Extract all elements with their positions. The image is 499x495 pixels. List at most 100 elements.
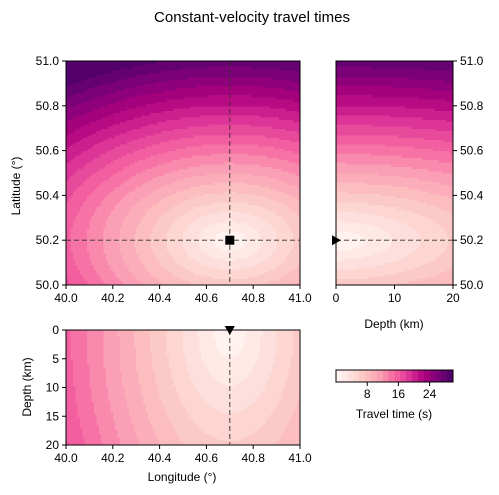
heatmap-cell <box>180 269 184 273</box>
heatmap-cell <box>117 143 121 147</box>
heatmap-cell <box>103 81 107 84</box>
heatmap-cell <box>138 72 142 76</box>
heatmap-cell <box>77 103 81 107</box>
heatmap-cell <box>145 121 149 125</box>
heatmap-cell <box>161 184 165 188</box>
heatmap-cell <box>140 271 144 275</box>
heatmap-cell <box>98 184 102 188</box>
heatmap-cell <box>131 117 135 120</box>
heatmap-cell <box>175 139 179 143</box>
heatmap-cell <box>98 197 102 201</box>
heatmap-cell <box>75 240 79 244</box>
heatmap-cell <box>143 139 147 143</box>
heatmap-cell <box>164 96 168 100</box>
heatmap-cell <box>103 69 107 73</box>
heatmap-cell <box>98 175 102 179</box>
heatmap-cell <box>73 117 76 120</box>
heatmap-cell <box>166 61 170 64</box>
heatmap-cell <box>157 253 161 257</box>
heatmap-cell <box>96 168 100 172</box>
heatmap-cell <box>77 235 81 239</box>
heatmap-cell <box>73 237 76 241</box>
heatmap-cell <box>145 134 149 138</box>
heatmap-cell <box>80 114 83 118</box>
heatmap-cell <box>66 278 69 282</box>
heatmap-cell <box>133 264 137 268</box>
heatmap-cell <box>136 188 140 192</box>
heatmap-cell <box>138 264 142 268</box>
heatmap-cell <box>171 61 175 64</box>
heatmap-cell <box>175 74 179 78</box>
heatmap-cell <box>157 83 161 87</box>
heatmap-cell <box>161 235 165 239</box>
heatmap-cell <box>168 231 172 235</box>
heatmap-cell <box>136 269 140 273</box>
heatmap-cell <box>117 94 121 98</box>
heatmap-cell <box>138 271 142 275</box>
heatmap-cell <box>112 181 116 185</box>
heatmap-cell <box>82 193 86 196</box>
heatmap-cell <box>143 121 147 125</box>
heatmap-cell <box>115 72 119 76</box>
heatmap-cell <box>166 224 170 228</box>
heatmap-cell <box>89 215 93 219</box>
heatmap-cell <box>166 181 170 185</box>
heatmap-cell <box>75 134 79 138</box>
heatmap-cell <box>147 184 151 188</box>
heatmap-cell <box>70 271 74 275</box>
heatmap-cell <box>126 87 130 91</box>
heatmap-cell <box>159 159 163 163</box>
heatmap-cell <box>180 260 184 264</box>
heatmap-cell <box>164 181 168 185</box>
heatmap-cell <box>101 188 105 192</box>
heatmap-cell <box>122 211 126 214</box>
heatmap-cell <box>103 276 107 279</box>
heatmap-cell <box>164 220 168 223</box>
heatmap-cell <box>108 262 112 266</box>
heatmap-cell <box>98 208 102 212</box>
heatmap-cell <box>143 168 147 172</box>
heatmap-cell <box>131 244 135 248</box>
heatmap-cell <box>122 181 126 185</box>
heatmap-cell <box>80 195 83 199</box>
heatmap-cell <box>164 117 168 120</box>
heatmap-cell <box>154 69 158 73</box>
heatmap-cell <box>178 220 182 223</box>
heatmap-cell <box>84 114 88 118</box>
heatmap-cell <box>150 99 154 102</box>
heatmap-cell <box>117 226 121 230</box>
heatmap-cell <box>152 224 156 228</box>
heatmap-cell <box>101 215 105 219</box>
heatmap-cell <box>157 282 161 285</box>
heatmap-cell <box>108 278 112 282</box>
heatmap-cell <box>138 130 142 134</box>
heatmap-cell <box>129 83 133 87</box>
heatmap-cell <box>122 61 126 64</box>
heatmap-cell <box>84 65 88 69</box>
heatmap-cell <box>133 193 137 196</box>
heatmap-cell <box>115 94 119 98</box>
heatmap-cell <box>164 164 168 167</box>
heatmap-cell <box>105 258 109 261</box>
heatmap-cell <box>89 128 93 132</box>
heatmap-cell <box>115 220 119 223</box>
heatmap-cell <box>129 105 133 109</box>
heatmap-cell <box>129 123 133 127</box>
heatmap-cell <box>168 186 172 190</box>
heatmap-cell <box>145 220 149 223</box>
heatmap-cell <box>152 157 156 161</box>
heatmap-cell <box>145 152 149 156</box>
heatmap-cell <box>96 262 100 266</box>
heatmap-cell <box>98 110 102 114</box>
heatmap-cell <box>164 92 168 96</box>
heatmap-cell <box>180 242 184 246</box>
heatmap-cell <box>96 226 100 230</box>
heatmap-cell <box>166 159 170 163</box>
heatmap-cell <box>126 240 130 244</box>
heatmap-cell <box>175 108 179 111</box>
heatmap-cell <box>136 96 140 100</box>
heatmap-cell <box>159 90 163 93</box>
heatmap-cell <box>115 264 119 268</box>
heatmap-cell <box>103 92 107 96</box>
heatmap-cell <box>73 85 76 89</box>
